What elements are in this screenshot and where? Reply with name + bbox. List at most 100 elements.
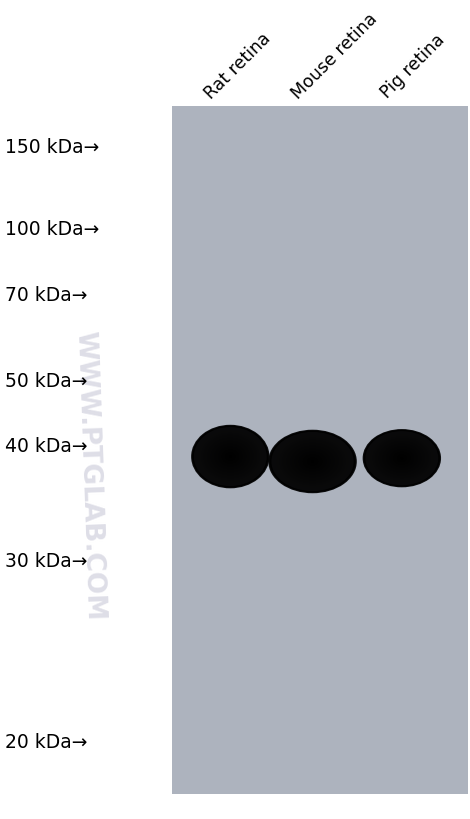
Ellipse shape [298,451,328,473]
Ellipse shape [196,429,264,485]
Ellipse shape [383,444,421,473]
Ellipse shape [199,432,262,482]
Ellipse shape [379,442,424,475]
Ellipse shape [192,426,269,488]
Ellipse shape [375,439,429,478]
Ellipse shape [201,433,260,481]
Ellipse shape [278,437,347,486]
Ellipse shape [288,444,337,480]
Ellipse shape [375,439,429,478]
Ellipse shape [295,449,330,475]
Ellipse shape [398,456,406,461]
Ellipse shape [228,455,233,459]
Text: Rat retina: Rat retina [201,29,274,102]
Ellipse shape [271,432,354,491]
Ellipse shape [203,434,258,480]
Ellipse shape [382,444,422,473]
Ellipse shape [369,434,435,483]
Ellipse shape [289,446,336,478]
Ellipse shape [280,439,345,485]
Ellipse shape [204,436,256,478]
Ellipse shape [394,453,409,464]
Text: 70 kDa→: 70 kDa→ [5,285,87,305]
Ellipse shape [198,431,263,483]
Ellipse shape [211,441,250,473]
Ellipse shape [268,430,357,494]
Ellipse shape [195,428,266,486]
Ellipse shape [205,437,256,477]
Ellipse shape [276,436,349,488]
Ellipse shape [376,440,427,477]
Ellipse shape [282,440,343,484]
Ellipse shape [376,440,427,477]
Ellipse shape [378,441,425,476]
Ellipse shape [366,432,439,486]
Ellipse shape [371,436,432,482]
Ellipse shape [367,432,437,485]
Ellipse shape [308,459,317,465]
Ellipse shape [387,448,416,469]
Ellipse shape [269,431,356,493]
Ellipse shape [392,451,412,466]
Ellipse shape [396,454,408,463]
Ellipse shape [272,433,353,491]
Ellipse shape [373,437,431,480]
Ellipse shape [369,435,434,482]
Ellipse shape [376,439,428,478]
Ellipse shape [206,437,255,477]
Ellipse shape [275,436,350,488]
Text: WWW.PTGLAB.COM: WWW.PTGLAB.COM [71,330,107,620]
Ellipse shape [194,428,267,486]
Ellipse shape [217,446,243,468]
Ellipse shape [275,435,350,489]
Ellipse shape [291,446,334,477]
Ellipse shape [282,441,343,483]
Ellipse shape [363,429,441,488]
Ellipse shape [290,446,335,478]
Ellipse shape [380,442,423,475]
Ellipse shape [300,453,325,471]
Ellipse shape [289,445,336,479]
Ellipse shape [205,437,256,477]
Ellipse shape [210,441,251,473]
Ellipse shape [400,458,403,459]
Ellipse shape [210,440,251,474]
Ellipse shape [278,437,347,486]
Ellipse shape [283,441,342,483]
Ellipse shape [201,433,259,481]
Ellipse shape [218,447,243,467]
Ellipse shape [280,438,345,486]
Ellipse shape [284,441,341,482]
Ellipse shape [284,441,341,482]
Text: Mouse retina: Mouse retina [288,10,381,102]
Ellipse shape [203,434,258,480]
Ellipse shape [277,437,348,487]
Ellipse shape [273,434,352,490]
Ellipse shape [369,434,435,483]
Ellipse shape [219,448,241,466]
Ellipse shape [212,442,249,472]
Ellipse shape [310,460,315,464]
Ellipse shape [204,435,257,479]
Ellipse shape [374,438,430,479]
Ellipse shape [306,457,320,467]
Text: 20 kDa→: 20 kDa→ [5,731,87,751]
Ellipse shape [384,446,420,472]
Ellipse shape [226,453,235,461]
Ellipse shape [274,434,351,490]
Ellipse shape [368,433,436,484]
Ellipse shape [367,432,437,485]
Ellipse shape [389,449,415,468]
Ellipse shape [202,434,259,480]
Ellipse shape [303,455,322,468]
Ellipse shape [207,438,253,476]
Ellipse shape [386,447,418,470]
Ellipse shape [223,451,238,463]
Ellipse shape [207,438,254,476]
Ellipse shape [307,458,318,466]
Ellipse shape [370,435,433,482]
Ellipse shape [191,425,269,489]
Text: 100 kDa→: 100 kDa→ [5,219,99,239]
Text: 40 kDa→: 40 kDa→ [5,437,87,456]
Ellipse shape [213,443,247,471]
